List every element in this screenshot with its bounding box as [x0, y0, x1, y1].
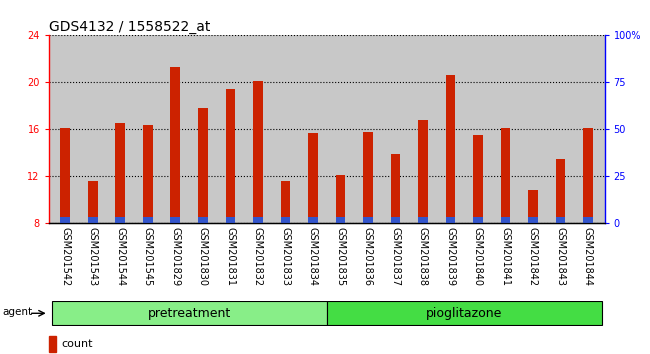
Bar [88, 181, 97, 223]
Bar [51, 301, 326, 325]
Text: GSM201545: GSM201545 [143, 227, 153, 286]
Bar [528, 217, 538, 223]
Text: GSM201841: GSM201841 [500, 227, 510, 286]
Bar [583, 217, 593, 223]
Text: GDS4132 / 1558522_at: GDS4132 / 1558522_at [49, 21, 210, 34]
Text: GSM201543: GSM201543 [88, 227, 97, 286]
Bar [528, 190, 538, 223]
Text: agent: agent [3, 307, 33, 317]
Bar [60, 217, 70, 223]
Bar [143, 217, 153, 223]
Text: GSM201831: GSM201831 [226, 227, 235, 286]
Bar [363, 217, 372, 223]
Bar [170, 67, 180, 223]
Bar [253, 217, 263, 223]
Text: count: count [61, 338, 93, 349]
Bar [60, 128, 70, 223]
Text: GSM201833: GSM201833 [280, 227, 291, 286]
Bar [418, 217, 428, 223]
Bar [473, 217, 483, 223]
Text: GSM201544: GSM201544 [115, 227, 125, 286]
Text: GSM201830: GSM201830 [198, 227, 208, 286]
Text: GSM201832: GSM201832 [253, 227, 263, 286]
Bar [198, 217, 207, 223]
Text: GSM201839: GSM201839 [445, 227, 456, 286]
Bar [391, 217, 400, 223]
Text: GSM201844: GSM201844 [583, 227, 593, 286]
Bar [335, 175, 345, 223]
Bar [418, 120, 428, 223]
Text: GSM201840: GSM201840 [473, 227, 483, 286]
Bar [49, 336, 56, 352]
Bar [473, 135, 483, 223]
Bar [116, 217, 125, 223]
Bar [308, 133, 318, 223]
Text: GSM201843: GSM201843 [556, 227, 566, 286]
Text: GSM201837: GSM201837 [391, 227, 400, 286]
Bar [281, 217, 290, 223]
Bar [391, 154, 400, 223]
Bar [308, 217, 318, 223]
Bar [446, 217, 455, 223]
Text: GSM201836: GSM201836 [363, 227, 373, 286]
Bar [170, 217, 180, 223]
Bar [500, 217, 510, 223]
Text: pretreatment: pretreatment [148, 307, 231, 320]
Bar [556, 217, 566, 223]
Text: GSM201838: GSM201838 [418, 227, 428, 286]
Bar [116, 123, 125, 223]
Bar [226, 89, 235, 223]
Bar [583, 128, 593, 223]
Bar [446, 75, 455, 223]
Text: GSM201842: GSM201842 [528, 227, 538, 286]
Bar [198, 108, 207, 223]
Bar [363, 132, 372, 223]
Text: pioglitazone: pioglitazone [426, 307, 502, 320]
Text: GSM201834: GSM201834 [308, 227, 318, 286]
Bar [500, 128, 510, 223]
Bar [88, 217, 97, 223]
Text: GSM201835: GSM201835 [335, 227, 345, 286]
Bar [281, 181, 290, 223]
Bar [143, 125, 153, 223]
Bar [226, 217, 235, 223]
Bar [335, 217, 345, 223]
Text: GSM201829: GSM201829 [170, 227, 180, 286]
Bar [326, 301, 602, 325]
Text: GSM201542: GSM201542 [60, 227, 70, 286]
Bar [556, 159, 566, 223]
Bar [253, 81, 263, 223]
